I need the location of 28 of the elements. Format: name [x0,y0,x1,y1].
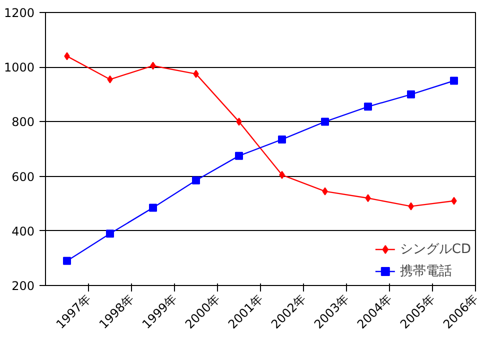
point [106,230,114,238]
point [150,62,156,70]
point [364,102,372,111]
point [450,76,458,85]
legend-label: 携帯電話 [400,263,452,280]
point [64,52,70,60]
y-tick-label: 600 [12,170,34,184]
point [321,118,329,126]
y-tick-label: 1000 [4,60,35,75]
legend-label: シングルCD [400,241,471,258]
point [451,196,457,205]
point [235,152,243,160]
point [322,187,328,196]
y-tick-label: 800 [12,115,34,130]
point [236,118,242,126]
point [365,194,371,202]
point [149,204,157,212]
point [63,256,71,265]
point [408,202,414,210]
point [193,70,199,78]
y-tick-label: 400 [12,224,34,238]
point [107,75,113,84]
point [279,170,285,179]
point [407,90,415,98]
y-tick-label: 200 [12,279,34,293]
point [278,135,286,144]
point [192,176,200,184]
y-tick-label: 1200 [4,6,35,20]
